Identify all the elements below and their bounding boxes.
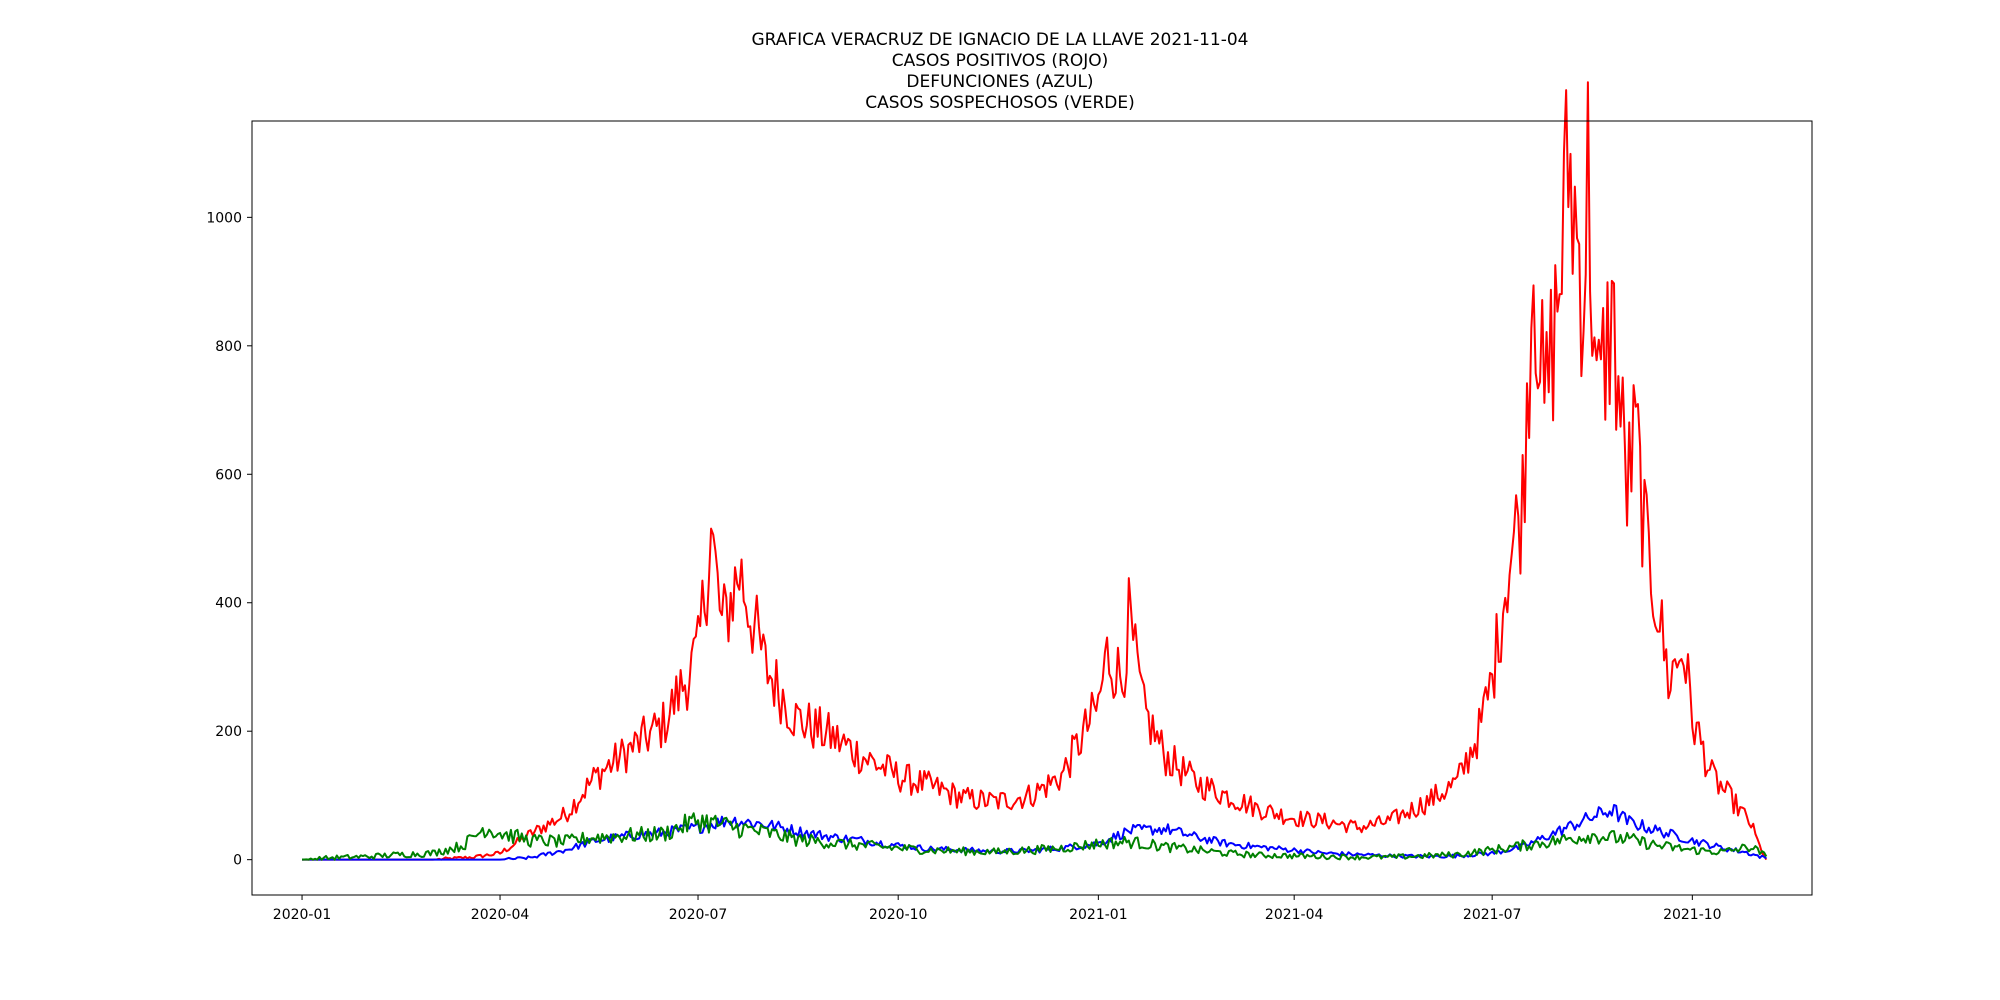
plot-frame	[251, 120, 1813, 896]
x-tick-label: 2021-10	[1663, 907, 1722, 923]
series-line-1	[302, 81, 1768, 861]
chart-title: GRAFICA VERACRUZ DE IGNACIO DE LA LLAVE …	[0, 30, 2000, 114]
y-tick-label: 600	[215, 467, 242, 483]
y-tick-label: 1000	[206, 210, 242, 226]
y-tick-label: 400	[215, 596, 242, 612]
x-tick-label: 2020-07	[669, 907, 728, 923]
series-line-3	[301, 812, 1768, 861]
x-tick-label: 2021-04	[1265, 907, 1324, 923]
y-tick-label: 0	[233, 853, 242, 869]
y-tick-label: 800	[215, 339, 242, 355]
x-tick-label: 2021-01	[1069, 907, 1128, 923]
x-tick-label: 2020-10	[869, 907, 928, 923]
series-line-2	[302, 803, 1767, 861]
x-tick-label: 2021-07	[1463, 907, 1522, 923]
y-tick-label: 200	[215, 724, 242, 740]
chart-title-line-1: GRAFICA VERACRUZ DE IGNACIO DE LA LLAVE …	[751, 30, 1249, 50]
chart-title-line-2: CASOS POSITIVOS (ROJO)	[891, 51, 1109, 71]
x-tick-label: 2020-04	[471, 907, 530, 923]
chart-title-line-3: DEFUNCIONES (AZUL)	[906, 72, 1094, 92]
x-tick-label: 2020-01	[273, 907, 332, 923]
chart-title-line-4: CASOS SOSPECHOSOS (VERDE)	[865, 93, 1135, 113]
